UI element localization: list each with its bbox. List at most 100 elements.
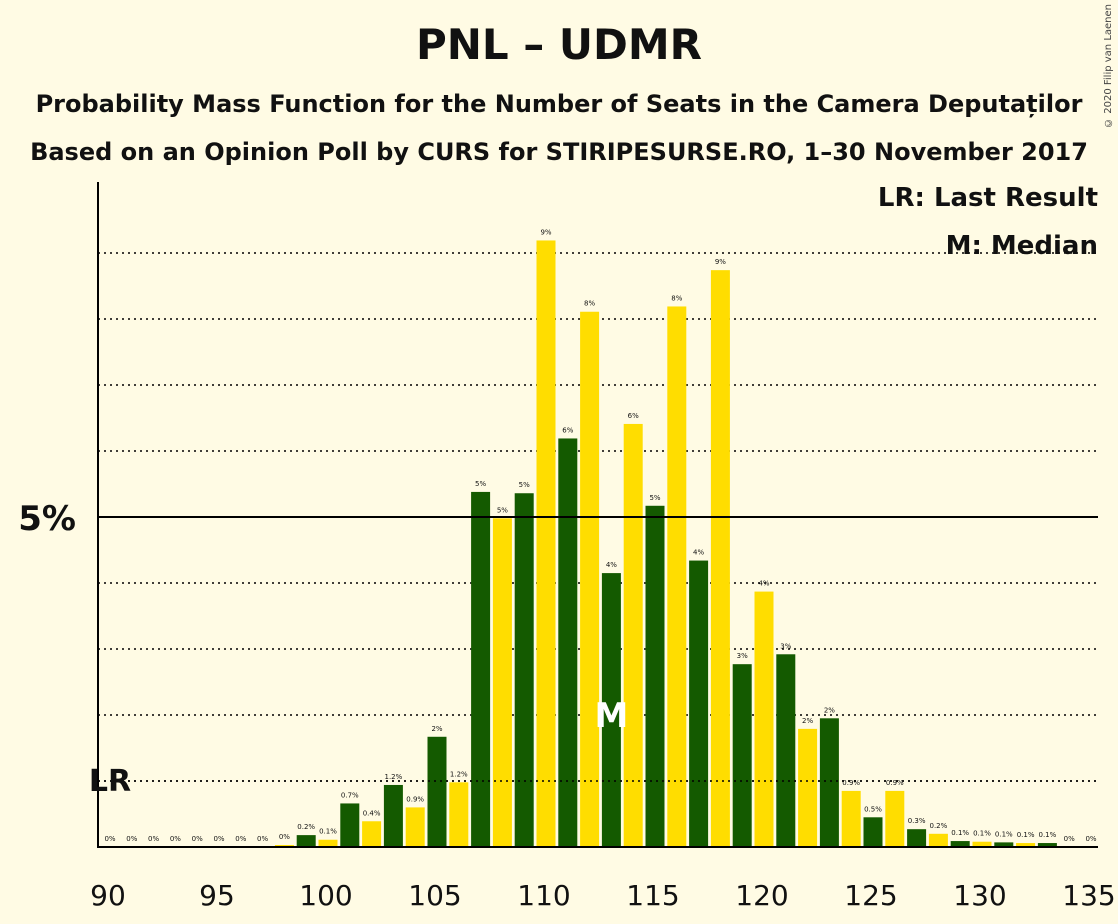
bar (623, 423, 643, 847)
bar-value-label: 0.9% (842, 779, 860, 787)
bar-value-label: 6% (628, 412, 639, 420)
chart-subtitle-2: Based on an Opinion Poll by CURS for STI… (30, 138, 1088, 166)
bar (362, 821, 382, 847)
bar-value-label: 2% (802, 717, 813, 725)
bar (798, 728, 818, 847)
bar (427, 736, 447, 847)
bar (340, 803, 360, 847)
bar-value-label: 8% (584, 300, 595, 308)
median-marker: M (594, 696, 628, 736)
bar-value-label: 0% (235, 835, 246, 843)
bar (558, 438, 578, 847)
bar (471, 491, 491, 847)
legend-last-result: LR: Last Result (877, 183, 1098, 213)
bar (296, 835, 316, 847)
bar-value-label: 5% (497, 506, 508, 514)
bar-value-label: 3% (737, 652, 748, 660)
x-tick-label: 95 (199, 879, 235, 912)
x-tick-label: 135 (1062, 879, 1115, 912)
bar-value-label: 0.7% (341, 791, 359, 799)
bar (514, 493, 534, 847)
bar-value-label: 0% (126, 835, 137, 843)
bar (841, 790, 861, 847)
bar-value-label: 0.5% (864, 805, 882, 813)
bar-value-label: 3% (780, 642, 791, 650)
bar-value-label: 0.1% (1039, 831, 1057, 839)
last-result-marker: LR (89, 764, 131, 799)
bar (885, 790, 905, 847)
bar-value-label: 0.3% (908, 817, 926, 825)
bar-value-label: 0.1% (995, 830, 1013, 838)
chart-title: PNL – UDMR (415, 20, 703, 69)
bar-value-label: 0% (1085, 835, 1096, 843)
bar (580, 311, 600, 847)
x-tick-label: 110 (517, 879, 570, 912)
bar (536, 240, 556, 847)
bar (1037, 843, 1057, 847)
bar-value-label: 4% (606, 561, 617, 569)
bar (863, 817, 883, 847)
x-tick-label: 105 (408, 879, 461, 912)
bar (732, 664, 752, 847)
bar (405, 807, 425, 847)
bar (667, 306, 687, 848)
bar-value-label: 4% (693, 549, 704, 557)
bar (601, 573, 621, 847)
bar-value-label: 5% (649, 494, 660, 502)
x-tick-label: 130 (953, 879, 1006, 912)
y-tick-label: 5% (18, 499, 76, 539)
bar-value-label: 0.1% (973, 830, 991, 838)
bar-value-label: 0% (279, 833, 290, 841)
bar-value-label: 0.4% (363, 809, 381, 817)
bar-value-label: 0.9% (406, 795, 424, 803)
chart-subtitle-1: Probability Mass Function for the Number… (35, 90, 1083, 118)
x-tick-label: 115 (626, 879, 679, 912)
bar-value-label: 0.1% (951, 829, 969, 837)
bar-value-label: 0.1% (1017, 831, 1035, 839)
bar-value-label: 0.2% (930, 822, 948, 830)
bar (318, 839, 338, 847)
bar (645, 505, 665, 847)
bar (710, 270, 730, 847)
bar-value-label: 0% (257, 835, 268, 843)
bar-value-label: 5% (475, 480, 486, 488)
x-tick-label: 100 (299, 879, 352, 912)
bar (689, 560, 709, 847)
bar-value-label: 0% (170, 835, 181, 843)
bar-value-label: 8% (671, 294, 682, 302)
bar (972, 841, 992, 847)
bar (754, 591, 774, 847)
bar-value-label: 9% (540, 228, 551, 236)
bar-value-label: 0.9% (886, 779, 904, 787)
bar (492, 518, 512, 847)
bar-value-label: 0% (148, 835, 159, 843)
x-tick-label: 120 (735, 879, 788, 912)
bar-value-label: 0% (192, 835, 203, 843)
bar-value-label: 9% (715, 258, 726, 266)
x-tick-label: 125 (844, 879, 897, 912)
bar-value-label: 1.2% (450, 770, 468, 778)
bar (383, 784, 403, 847)
bar-value-label: 6% (562, 426, 573, 434)
bar (950, 841, 970, 847)
legend-median: M: Median (945, 231, 1098, 261)
bar (449, 782, 469, 847)
bar-value-label: 2% (824, 706, 835, 714)
bar-value-label: 2% (431, 725, 442, 733)
bar-value-label: 0.2% (297, 823, 315, 831)
bar (928, 833, 948, 847)
x-tick-label: 90 (90, 879, 126, 912)
bar-value-label: 0% (104, 835, 115, 843)
bar (1016, 843, 1036, 847)
bar-value-label: 0% (1064, 835, 1075, 843)
bar-value-label: 5% (519, 481, 530, 489)
bar-value-label: 0.1% (319, 828, 337, 836)
bar-value-label: 4% (758, 580, 769, 588)
bar (907, 829, 927, 847)
bar (994, 842, 1014, 847)
bar (819, 718, 839, 847)
bar-value-label: 0% (213, 835, 224, 843)
bar-value-label: 1.2% (385, 773, 403, 781)
bar (776, 654, 796, 847)
